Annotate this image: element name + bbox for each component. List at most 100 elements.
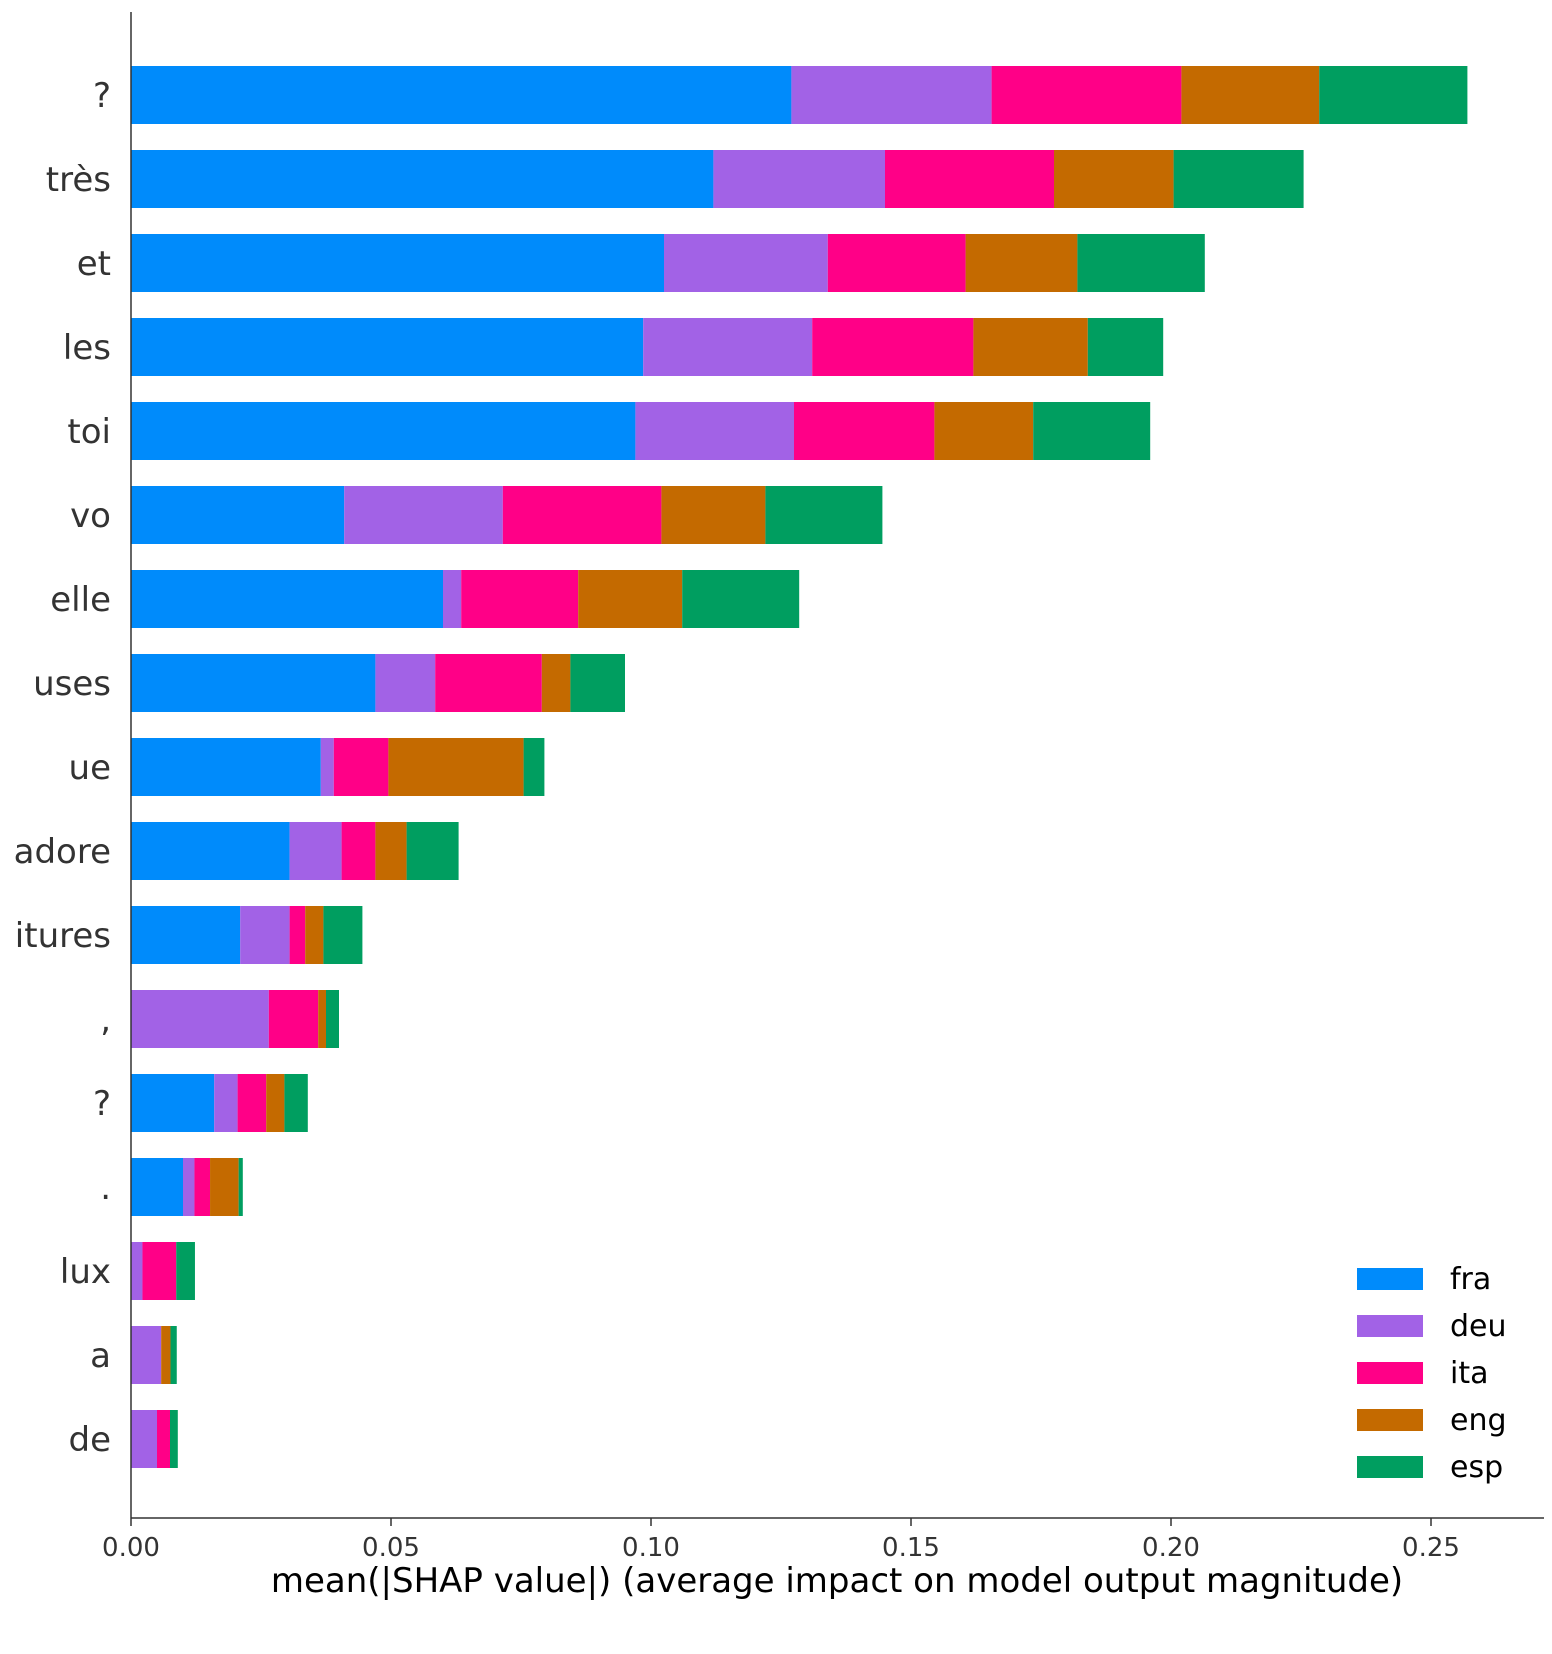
bar-segment-esp xyxy=(284,1074,308,1132)
bar-segment-esp xyxy=(570,654,625,712)
bar-segment-deu xyxy=(375,654,436,712)
y-tick-label: uses xyxy=(33,664,111,704)
y-tick-label: vo xyxy=(70,496,111,536)
bar-segment-eng xyxy=(318,990,326,1048)
bar-segment-deu xyxy=(635,402,794,460)
bar-segment-ita xyxy=(885,150,1054,208)
bar-segment-esp xyxy=(1087,318,1164,376)
y-tick-labels: ? très et les toi vo elle uses ue adore itures,?. l… xyxy=(14,76,111,1460)
bar-segment-eng xyxy=(578,570,683,628)
bar-segment-fra xyxy=(131,1074,215,1132)
bar-segment-deu xyxy=(131,1326,162,1384)
y-tick-label: les xyxy=(63,328,111,368)
bar-segment-deu xyxy=(131,1410,157,1468)
bar-segment-ita xyxy=(991,66,1182,124)
y-tick-label: itures xyxy=(15,916,111,956)
bar-segment-ita xyxy=(812,318,974,376)
x-tick-label: 0.05 xyxy=(362,1533,420,1563)
x-ticks: 0.00 0.05 0.10 0.15 0.20 0.25 xyxy=(102,1518,1460,1563)
bar-segment-esp xyxy=(170,1326,177,1384)
bar-segment-deu xyxy=(240,906,290,964)
bar-segment-esp xyxy=(323,906,363,964)
bar-segment-esp xyxy=(1033,402,1151,460)
y-tick-label: . xyxy=(100,1168,111,1208)
bar-segment-deu xyxy=(131,1242,143,1300)
y-tick-label: ? xyxy=(93,1084,111,1124)
y-tick-label: a xyxy=(90,1336,111,1376)
bar-segment-eng xyxy=(375,822,407,880)
legend-label-ita: ita xyxy=(1450,1356,1488,1391)
bar-segment-ita xyxy=(502,486,662,544)
y-tick-label: lux xyxy=(60,1252,111,1292)
bar-segment-ita xyxy=(461,570,579,628)
y-tick-label: ue xyxy=(69,748,111,788)
bar-segment-fra xyxy=(131,150,714,208)
bar-segment-ita xyxy=(289,906,306,964)
bar-segment-fra xyxy=(131,402,636,460)
legend-label-fra: fra xyxy=(1450,1262,1491,1297)
bar-segment-eng xyxy=(661,486,766,544)
bar-segment-eng xyxy=(266,1074,285,1132)
y-tick-label: , xyxy=(100,1000,111,1040)
bar-segment-esp xyxy=(176,1242,195,1300)
bar-segment-fra xyxy=(131,654,376,712)
bar-segment-fra xyxy=(131,822,290,880)
bar-segment-eng xyxy=(965,234,1078,292)
bar-segment-deu xyxy=(443,570,462,628)
bar-segment-deu xyxy=(713,150,885,208)
legend-swatch-eng xyxy=(1357,1409,1423,1431)
bars-layer xyxy=(131,66,1468,1468)
bar-segment-eng xyxy=(541,654,571,712)
bar-segment-fra xyxy=(131,318,644,376)
x-tick-label: 0.00 xyxy=(102,1533,160,1563)
bar-segment-eng xyxy=(934,402,1034,460)
legend-swatch-ita xyxy=(1357,1362,1423,1384)
bar-segment-fra xyxy=(131,234,664,292)
y-tick-label: toi xyxy=(67,412,111,452)
y-tick-label: très xyxy=(46,160,111,200)
x-tick-label: 0.20 xyxy=(1142,1533,1200,1563)
bar-segment-eng xyxy=(161,1326,171,1384)
bar-segment-ita xyxy=(268,990,319,1048)
bar-segment-ita xyxy=(142,1242,177,1300)
bar-segment-ita xyxy=(341,822,376,880)
axes-layer xyxy=(130,12,1544,1519)
bar-segment-esp xyxy=(1077,234,1205,292)
bar-segment-fra xyxy=(131,66,792,124)
legend-label-esp: esp xyxy=(1450,1450,1503,1485)
bar-segment-esp xyxy=(406,822,459,880)
bar-segment-fra xyxy=(131,486,345,544)
x-axis-title: mean(|SHAP value|) (average impact on mo… xyxy=(271,1561,1403,1601)
bar-segment-ita xyxy=(194,1158,211,1216)
bar-segment-esp xyxy=(682,570,800,628)
bar-segment-esp xyxy=(170,1410,178,1468)
bar-segment-deu xyxy=(214,1074,238,1132)
y-tick-label: elle xyxy=(50,580,111,620)
bar-segment-ita xyxy=(827,234,966,292)
x-tick-label: 0.10 xyxy=(622,1533,680,1563)
x-tick-label: 0.25 xyxy=(1402,1533,1460,1563)
bar-segment-fra xyxy=(131,738,321,796)
bar-segment-ita xyxy=(435,654,542,712)
x-tick-label: 0.15 xyxy=(882,1533,940,1563)
legend-label-eng: eng xyxy=(1450,1403,1507,1438)
bar-segment-fra xyxy=(131,570,443,628)
bar-segment-ita xyxy=(157,1410,170,1468)
legend-label-deu: deu xyxy=(1450,1309,1507,1344)
bar-segment-deu xyxy=(643,318,813,376)
bar-segment-ita xyxy=(794,402,935,460)
bar-segment-fra xyxy=(131,906,241,964)
legend-swatch-esp xyxy=(1357,1456,1423,1478)
legend-swatch-deu xyxy=(1357,1315,1423,1337)
bar-segment-fra xyxy=(131,1158,183,1216)
bar-segment-ita xyxy=(333,738,389,796)
legend: fra deu ita eng esp xyxy=(1357,1262,1507,1485)
bar-segment-esp xyxy=(1319,66,1468,124)
bar-segment-deu xyxy=(344,486,503,544)
bar-segment-ita xyxy=(237,1074,267,1132)
bar-segment-eng xyxy=(1054,150,1174,208)
y-tick-label: et xyxy=(77,244,111,284)
bar-segment-deu xyxy=(664,234,828,292)
y-tick-label: ? xyxy=(93,76,111,116)
